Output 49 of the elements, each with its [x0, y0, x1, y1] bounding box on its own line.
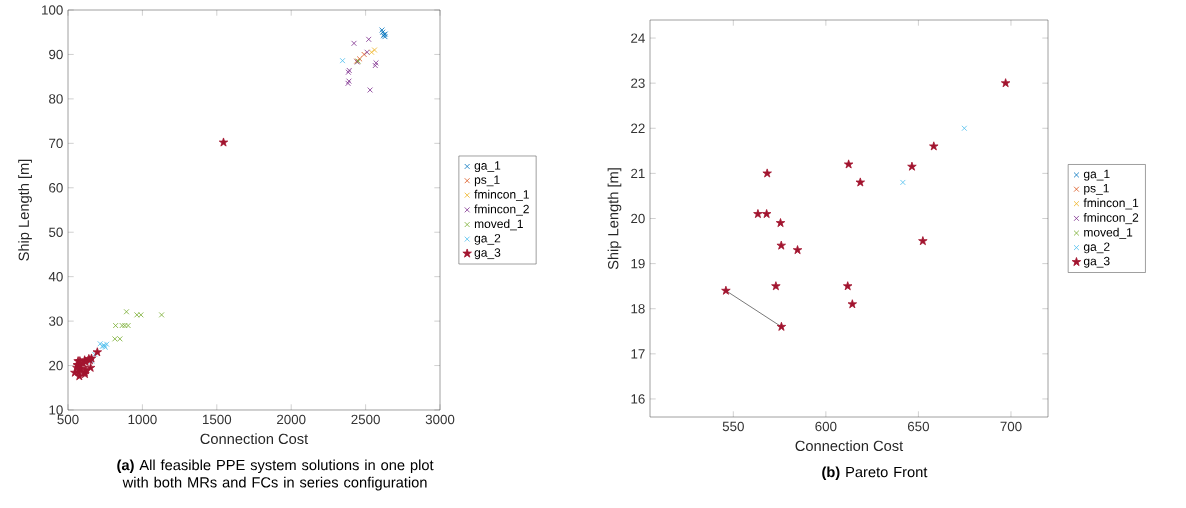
- legend-label: ga_1: [1083, 169, 1110, 181]
- y-axis-title: Ship Length [m]: [18, 159, 32, 261]
- legend-label: moved_1: [1084, 227, 1133, 239]
- y-tick-label: 23: [631, 78, 645, 88]
- y-tick-label: 17: [631, 349, 645, 359]
- legend-label: ga_3: [1083, 256, 1110, 268]
- legend-label: ps_1: [1084, 184, 1109, 195]
- y-tick-label: 24: [631, 33, 645, 43]
- y-tick-label: 20: [631, 213, 645, 224]
- y-tick-label: 22: [631, 123, 645, 133]
- y-tick-label: 16: [631, 394, 645, 404]
- y-tick-label: 20: [49, 360, 63, 371]
- y-tick-label: 60: [49, 183, 63, 193]
- x-tick-label: 500: [57, 414, 79, 425]
- x-axis-title: Connection Cost: [200, 433, 309, 445]
- y-tick-label: 100: [42, 5, 63, 15]
- y-tick-label: 21: [631, 168, 645, 179]
- y-tick-label: 30: [48, 316, 63, 326]
- x-tick-label: 1000: [128, 414, 157, 425]
- y-tick-label: 18: [631, 304, 645, 314]
- legend-label: ps_1: [474, 175, 500, 187]
- x-tick-label: 2500: [351, 414, 380, 425]
- x-tick-label: 550: [722, 421, 744, 432]
- legend-label: fmincon_1: [474, 189, 529, 201]
- x-tick-label: 3000: [425, 414, 455, 425]
- x-tick-label: 2000: [277, 414, 306, 425]
- legend-label: ga_2: [1083, 242, 1110, 254]
- y-tick-label: 19: [631, 258, 645, 269]
- legend-label: ga_1: [474, 161, 501, 173]
- legend-label: fmincon_2: [1083, 213, 1139, 225]
- y-tick-label: 50: [49, 227, 63, 237]
- legend-label: fmincon_1: [1083, 198, 1139, 210]
- x-axis-title: Connection Cost: [795, 440, 904, 452]
- x-tick-label: 1500: [203, 414, 232, 425]
- x-tick-label: 600: [815, 421, 837, 432]
- text: (a) All feasible PPE system solutions in one plot with both MRs and FCs in series configuration: [117, 459, 434, 491]
- y-tick-label: 40: [48, 271, 63, 282]
- y-tick-label: 70: [49, 138, 63, 149]
- legend-label: fmincon_2: [474, 204, 529, 216]
- y-axis-title: Ship Length [m]: [607, 168, 622, 270]
- text: (b) Pareto Front: [822, 466, 928, 481]
- x-tick-label: 650: [907, 421, 930, 432]
- x-tick-label: 700: [1000, 421, 1022, 432]
- y-tick-label: 80: [49, 94, 63, 104]
- legend-label: ga_2: [474, 233, 501, 245]
- legend-label: ga_3: [474, 248, 501, 260]
- y-tick-label: 10: [49, 405, 63, 415]
- y-tick-label: 90: [49, 49, 63, 60]
- legend-label: moved_1: [474, 219, 523, 231]
